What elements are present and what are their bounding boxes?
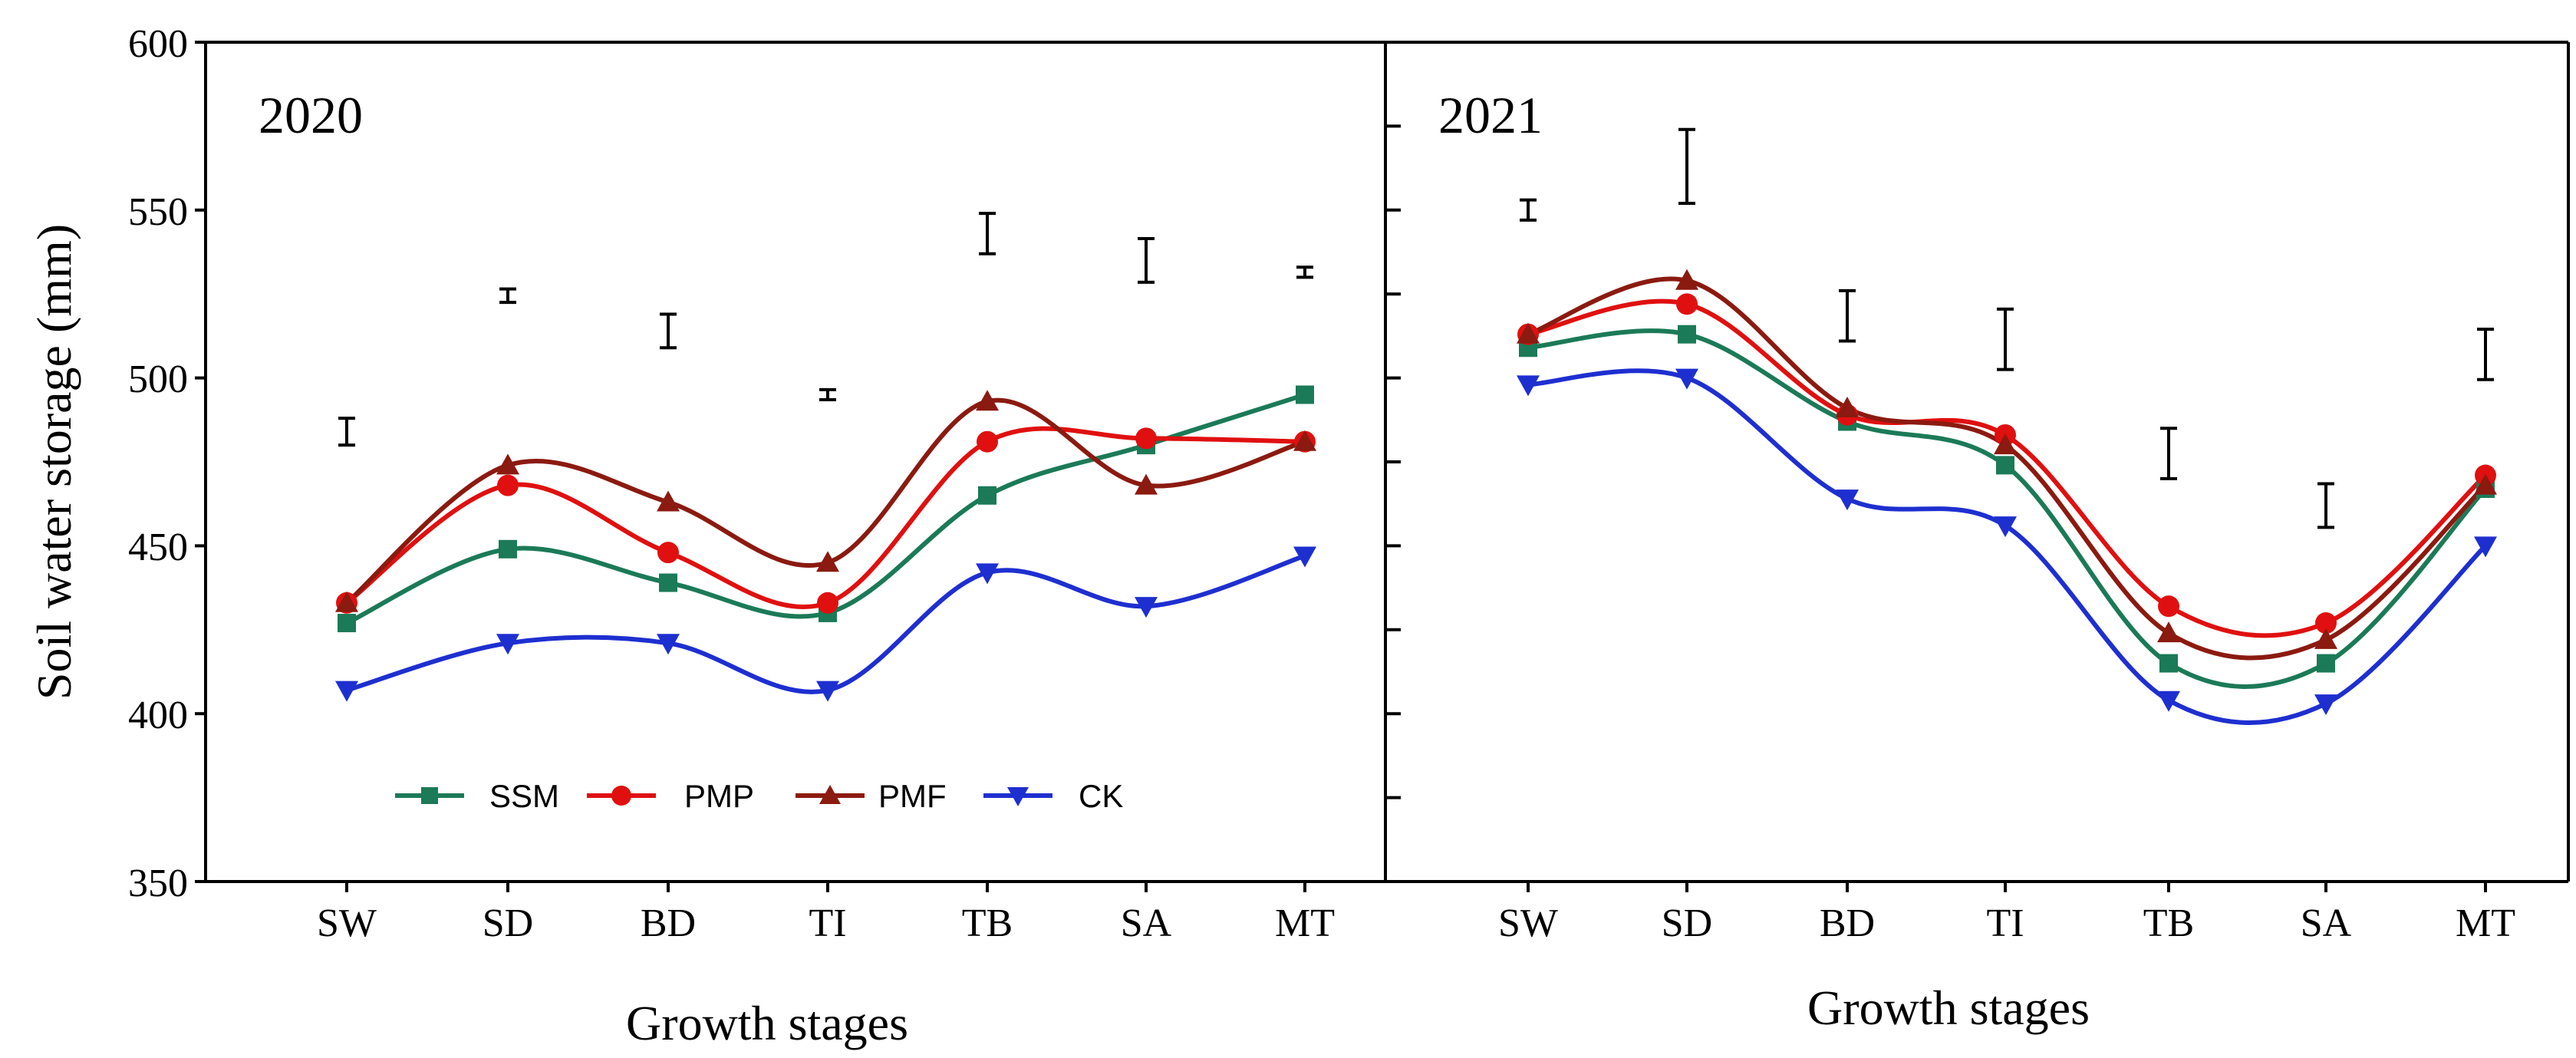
x-tick-label: TB: [2143, 901, 2194, 945]
markers-layer: [335, 269, 2497, 716]
y-axis-title: Soil water storage (mm): [27, 224, 81, 700]
y-tick-label: 400: [128, 694, 188, 737]
data-point-pmf: [2157, 621, 2180, 643]
data-point-pmf: [976, 390, 999, 411]
legend-marker-ck: [1007, 787, 1029, 806]
legend-label-ssm: SSM: [489, 778, 559, 814]
data-point-ssm: [338, 614, 356, 633]
x-tick-label: TI: [1986, 901, 2024, 945]
data-point-pmp: [2158, 595, 2179, 618]
data-point-pmf: [1517, 322, 1540, 344]
data-point-pmf: [1135, 473, 1158, 495]
data-point-pmf: [2474, 473, 2497, 495]
x-tick-label: TI: [809, 901, 846, 945]
data-point-pmp: [497, 474, 519, 496]
data-point-pmf: [1293, 430, 1316, 451]
x-tick-label: BD: [1820, 901, 1875, 945]
ticks-layer: [195, 41, 2487, 892]
panel-title-2020: 2020: [259, 86, 363, 144]
data-point-ssm: [2159, 654, 2178, 673]
data-point-ck: [1836, 489, 1859, 511]
y-tick-label: 350: [128, 862, 188, 905]
x-tick-label: TB: [962, 901, 1013, 945]
data-point-ck: [1293, 546, 1316, 568]
y-tick-label: 550: [128, 190, 188, 234]
data-point-ssm: [499, 539, 517, 559]
data-point-ck: [657, 634, 680, 655]
panel-title-2021: 2021: [1438, 86, 1543, 144]
data-point-ck: [1135, 597, 1158, 618]
y-tick-label: 500: [128, 358, 188, 401]
x-tick-label: MT: [2456, 901, 2515, 945]
series-line-pmp: [344, 426, 1307, 609]
data-point-ck: [976, 563, 999, 585]
y-tick-labels: 350 400 450 500 550 600: [128, 22, 188, 905]
x-tick-labels-2021: SW SD BD TI TB SA MT: [1498, 901, 2515, 945]
legend: SSM PMP PMF CK: [395, 778, 1123, 814]
data-point-ck: [1517, 375, 1540, 397]
data-point-ssm: [1296, 385, 1314, 404]
data-point-ck: [2157, 691, 2180, 712]
data-point-pmf: [1994, 433, 2017, 455]
x-tick-label: SW: [1498, 901, 1558, 945]
data-point-pmf: [1836, 396, 1859, 417]
data-point-pmp: [657, 542, 679, 564]
data-point-pmf: [816, 551, 839, 572]
data-point-ck: [335, 681, 358, 702]
data-point-pmf: [496, 453, 519, 475]
series-line-pmf: [344, 397, 1307, 605]
legend-marker-pmp: [611, 786, 631, 806]
y-tick-label: 600: [128, 22, 188, 66]
errorbars-layer: [338, 127, 2494, 529]
x-axis-title-2020: Growth stages: [626, 996, 908, 1050]
data-point-ck: [2474, 536, 2497, 558]
legend-label-pmp: PMP: [684, 778, 754, 814]
data-point-ssm: [978, 486, 996, 505]
legend-marker-pmf: [819, 785, 841, 804]
x-tick-label: SW: [317, 901, 377, 945]
data-point-ssm: [1996, 456, 2014, 475]
series-line-ssm: [344, 392, 1307, 626]
plot-frame-left: [204, 41, 1387, 883]
x-tick-label: MT: [1275, 901, 1335, 945]
data-point-ssm: [2317, 654, 2335, 673]
y-tick-label: 450: [128, 526, 188, 569]
data-point-ck: [1675, 368, 1698, 390]
data-point-ck: [2314, 694, 2337, 716]
series-line-ck: [1526, 368, 2488, 725]
data-point-pmp: [1676, 293, 1698, 315]
legend-label-pmf: PMF: [878, 778, 947, 814]
data-point-pmp: [977, 430, 998, 453]
data-point-pmf: [335, 591, 358, 612]
x-tick-labels-2020: SW SD BD TI TB SA MT: [317, 901, 1335, 945]
x-tick-label: SD: [1662, 901, 1712, 945]
x-tick-label: SA: [1121, 901, 1172, 945]
data-point-ck: [816, 681, 839, 702]
x-tick-label: SA: [2301, 901, 2352, 945]
data-point-ssm: [1678, 325, 1696, 344]
data-point-ssm: [659, 573, 677, 592]
data-point-ck: [1994, 516, 2017, 538]
data-point-pmp: [2315, 612, 2337, 634]
series-line-ck: [344, 553, 1307, 694]
data-point-pmp: [1135, 427, 1157, 450]
legend-marker-ssm: [421, 787, 438, 804]
x-tick-label: SD: [483, 901, 533, 945]
legend-label-ck: CK: [1079, 778, 1123, 814]
data-point-pmp: [817, 592, 838, 614]
data-point-ck: [496, 634, 519, 655]
data-point-pmf: [1675, 269, 1698, 290]
data-point-pmf: [657, 490, 680, 512]
x-axis-title-2021: Growth stages: [1807, 981, 2090, 1035]
x-tick-label: BD: [641, 901, 696, 945]
data-point-pmf: [2314, 628, 2337, 649]
